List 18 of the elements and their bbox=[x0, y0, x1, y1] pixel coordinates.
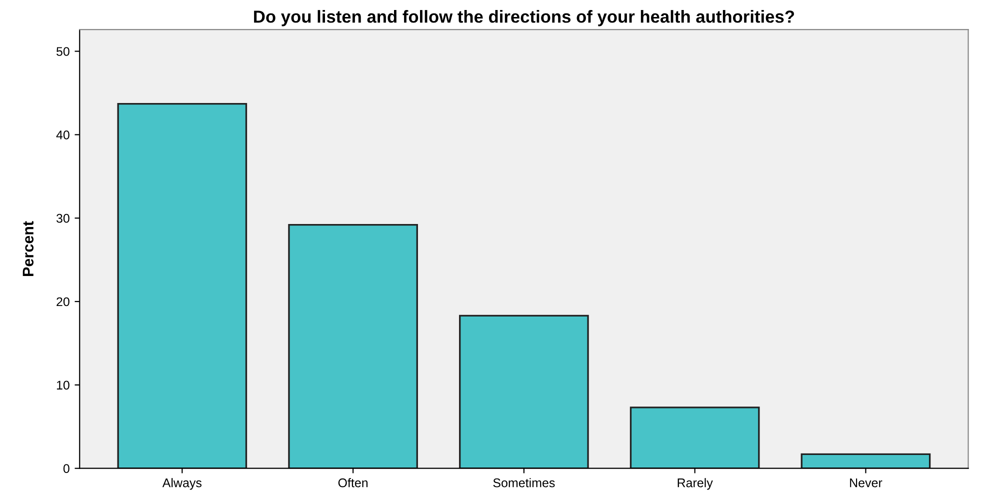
bar bbox=[800, 453, 931, 468]
y-tick-label: 50 bbox=[56, 47, 70, 56]
bar bbox=[459, 314, 589, 468]
x-tick-label: Sometimes bbox=[493, 478, 555, 488]
y-tick-label: 0 bbox=[63, 464, 70, 473]
bar bbox=[288, 224, 418, 468]
y-tick-label: 40 bbox=[56, 130, 70, 140]
chart-title: Do you listen and follow the directions of your health authorities? bbox=[254, 10, 794, 26]
y-tick-label: 30 bbox=[56, 214, 70, 223]
x-tick-label: Never bbox=[850, 478, 882, 488]
y-axis-title: Percent bbox=[22, 221, 34, 276]
x-tick-label: Rarely bbox=[678, 478, 713, 490]
y-tick-label: 10 bbox=[56, 380, 70, 390]
x-tick-label: Always bbox=[162, 478, 202, 490]
y-tick-label: 20 bbox=[56, 297, 70, 306]
bar bbox=[630, 406, 760, 468]
bar bbox=[117, 102, 248, 468]
x-tick-label: Often bbox=[338, 478, 368, 488]
